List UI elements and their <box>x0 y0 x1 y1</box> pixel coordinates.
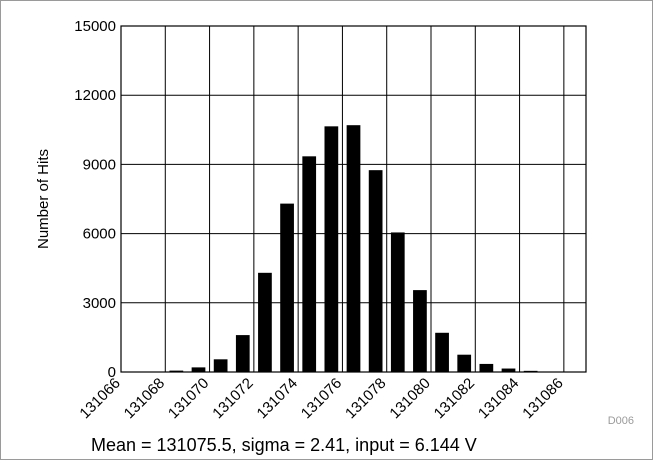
histogram-bar <box>192 367 206 372</box>
histogram-bar <box>236 335 250 372</box>
histogram-bar <box>347 125 361 372</box>
histogram-bar <box>369 170 383 372</box>
histogram-bar <box>457 355 471 372</box>
y-tick-label: 9000 <box>83 156 116 173</box>
y-tick-label: 12000 <box>74 87 116 104</box>
x-tick-label: 131086 <box>519 375 566 422</box>
x-tick-labels: 1310661310681310701310721310741310761310… <box>76 375 566 422</box>
histogram-bar <box>479 364 493 372</box>
x-tick-label: 131082 <box>431 375 478 422</box>
histogram-bar <box>214 359 228 372</box>
histogram-bar <box>280 204 294 372</box>
x-tick-label: 131068 <box>121 375 168 422</box>
x-tick-label: 131080 <box>386 375 433 422</box>
histogram-bar <box>302 156 316 372</box>
y-tick-label: 15000 <box>74 18 116 35</box>
x-tick-label: 131076 <box>298 375 345 422</box>
x-tick-label: 131072 <box>209 375 256 422</box>
histogram-bar <box>258 273 272 372</box>
figure-code: D006 <box>608 415 634 427</box>
histogram-bar <box>413 290 427 372</box>
histogram-bar <box>391 232 405 372</box>
histogram-bars <box>125 125 582 372</box>
statistics-caption: Mean = 131075.5, sigma = 2.41, input = 6… <box>91 435 611 456</box>
x-tick-label: 131078 <box>342 375 389 422</box>
y-axis-title: Number of Hits <box>35 149 52 249</box>
histogram-bar <box>435 333 449 372</box>
x-tick-label: 131084 <box>475 375 522 422</box>
x-tick-label: 131070 <box>165 375 212 422</box>
histogram-bar <box>324 126 338 372</box>
x-tick-label: 131066 <box>76 375 123 422</box>
x-tick-label: 131074 <box>254 375 301 422</box>
y-tick-label: 6000 <box>83 226 116 243</box>
y-tick-label: 3000 <box>83 295 116 312</box>
